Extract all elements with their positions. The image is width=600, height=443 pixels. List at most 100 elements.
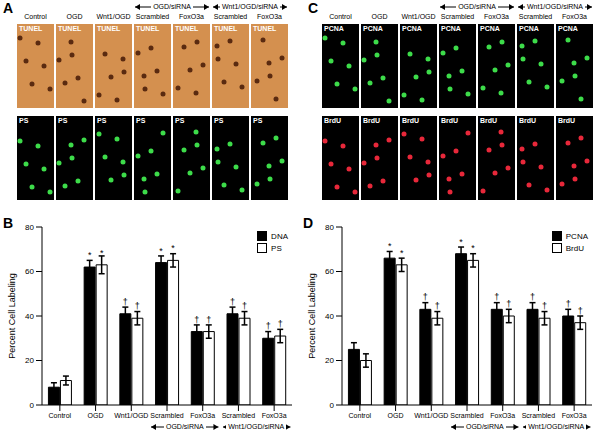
svg-text:*: * <box>171 243 175 253</box>
svg-text:†: † <box>530 292 535 302</box>
svg-text:FoxO3a: FoxO3a <box>490 412 515 419</box>
html-text:OGD/siRNA: OGD/siRNA <box>466 422 504 430</box>
html-text:BrdU: BrdU <box>565 243 584 253</box>
html-text:Wnt1/OGD/siRNA: Wnt1/OGD/siRNA <box>527 2 583 10</box>
svg-text:†: † <box>242 301 247 311</box>
html-text:D: D <box>303 215 314 231</box>
svg-text:FoxO3a: FoxO3a <box>190 412 215 419</box>
html-text:Scrambled: Scrambled <box>135 13 170 20</box>
html-text:TUNEL: TUNEL <box>19 25 43 32</box>
svg-text:†: † <box>542 301 547 311</box>
svg-text:0: 0 <box>30 401 35 410</box>
html-text:PS: PS <box>97 117 107 124</box>
svg-text:Scrambled: Scrambled <box>450 412 484 419</box>
html-text:OGD/siRNA: OGD/siRNA <box>153 2 191 10</box>
svg-text:OGD: OGD <box>388 412 404 419</box>
svg-text:†: † <box>278 319 283 329</box>
svg-text:40: 40 <box>325 312 334 321</box>
svg-text:60: 60 <box>325 267 334 276</box>
html-text:Scrambled: Scrambled <box>440 13 475 20</box>
html-text:A: A <box>3 0 14 16</box>
html-text:DNA: DNA <box>271 231 288 241</box>
svg-text:†: † <box>194 315 199 325</box>
html-text:PCNA: PCNA <box>402 25 422 32</box>
html-text:PCNA: PCNA <box>363 25 383 32</box>
svg-text:†: † <box>423 292 428 302</box>
svg-text:†: † <box>435 301 440 311</box>
svg-text:*: * <box>100 248 104 258</box>
html-text:TUNEL: TUNEL <box>97 25 121 32</box>
svg-text:†: † <box>266 321 271 331</box>
svg-text:FoxO3a: FoxO3a <box>562 412 587 419</box>
html-text:TUNEL: TUNEL <box>175 25 199 32</box>
html-text:OGD: OGD <box>371 13 388 20</box>
html-text:FoxO3a: FoxO3a <box>562 13 587 20</box>
svg-text:OGD: OGD <box>88 412 104 419</box>
html-text:FoxO3a: FoxO3a <box>179 13 204 20</box>
svg-text:20: 20 <box>325 356 334 365</box>
html-text:C: C <box>308 0 319 16</box>
svg-text:†: † <box>566 299 571 309</box>
svg-text:80: 80 <box>25 223 34 232</box>
html-text:PS: PS <box>136 117 146 124</box>
svg-text:80: 80 <box>325 223 334 232</box>
svg-text:†: † <box>506 299 511 309</box>
html-text:PS: PS <box>19 117 29 124</box>
html-text:PCNA: PCNA <box>565 231 588 241</box>
svg-text:*: * <box>388 241 392 251</box>
svg-text:†: † <box>206 315 211 325</box>
html-text:PS: PS <box>58 117 68 124</box>
html-text:Control: Control <box>24 13 47 20</box>
svg-text:Percent Cell Labeling: Percent Cell Labeling <box>7 273 17 359</box>
svg-text:60: 60 <box>25 267 34 276</box>
svg-text:Scrambled: Scrambled <box>522 412 556 419</box>
html-text:B: B <box>3 215 14 231</box>
html-text:Wnt1/OGD: Wnt1/OGD <box>401 13 436 20</box>
svg-text:†: † <box>123 297 128 307</box>
html-text:PS: PS <box>253 117 263 124</box>
html-text:Scrambled: Scrambled <box>213 13 248 20</box>
html-text:TUNEL: TUNEL <box>214 25 238 32</box>
svg-text:*: * <box>459 237 463 247</box>
html-text:OGD: OGD <box>66 13 83 20</box>
svg-text:40: 40 <box>25 312 34 321</box>
svg-text:*: * <box>88 250 92 260</box>
svg-text:Scrambled: Scrambled <box>222 412 256 419</box>
svg-text:0: 0 <box>330 401 335 410</box>
html-text:PS: PS <box>271 243 282 253</box>
svg-text:Control: Control <box>349 412 372 419</box>
svg-text:*: * <box>400 248 404 258</box>
html-text:PCNA: PCNA <box>519 25 539 32</box>
html-text:PS: PS <box>214 117 224 124</box>
html-text:Wnt1/OGD/siRNA: Wnt1/OGD/siRNA <box>228 422 285 430</box>
svg-text:†: † <box>230 297 235 307</box>
html-text:TUNEL: TUNEL <box>136 25 160 32</box>
html-text:TUNEL: TUNEL <box>253 25 277 32</box>
svg-text:Percent Cell Labeling: Percent Cell Labeling <box>307 273 317 359</box>
svg-text:*: * <box>159 246 163 256</box>
svg-text:†: † <box>494 292 499 302</box>
svg-text:Control: Control <box>49 412 72 419</box>
html-text:Scrambled: Scrambled <box>518 13 553 20</box>
html-text:OGD/siRNA: OGD/siRNA <box>458 2 496 10</box>
svg-text:FoxO3a: FoxO3a <box>262 412 287 419</box>
html-text:Wnt1/OGD/siRNA: Wnt1/OGD/siRNA <box>528 422 585 430</box>
html-text:Wnt1/OGD: Wnt1/OGD <box>96 13 131 20</box>
svg-text:Scrambled: Scrambled <box>150 412 184 419</box>
html-text:OGD/siRNA: OGD/siRNA <box>166 422 204 430</box>
svg-text:20: 20 <box>25 356 34 365</box>
html-text:TUNEL: TUNEL <box>58 25 82 32</box>
html-text:Wnt1/OGD/siRNA: Wnt1/OGD/siRNA <box>222 2 278 10</box>
html-text:FoxO3a: FoxO3a <box>257 13 282 20</box>
svg-text:†: † <box>135 301 140 311</box>
svg-text:*: * <box>471 243 475 253</box>
html-text:PCNA: PCNA <box>324 25 344 32</box>
html-text:Control: Control <box>329 13 352 20</box>
html-text:PCNA: PCNA <box>441 25 461 32</box>
svg-text:Wnt1/OGD: Wnt1/OGD <box>414 412 448 419</box>
html-text:PCNA: PCNA <box>480 25 500 32</box>
html-text:PS: PS <box>175 117 185 124</box>
html-text:FoxO3a: FoxO3a <box>484 13 509 20</box>
svg-text:†: † <box>578 306 583 316</box>
svg-text:Wnt1/OGD: Wnt1/OGD <box>114 412 148 419</box>
